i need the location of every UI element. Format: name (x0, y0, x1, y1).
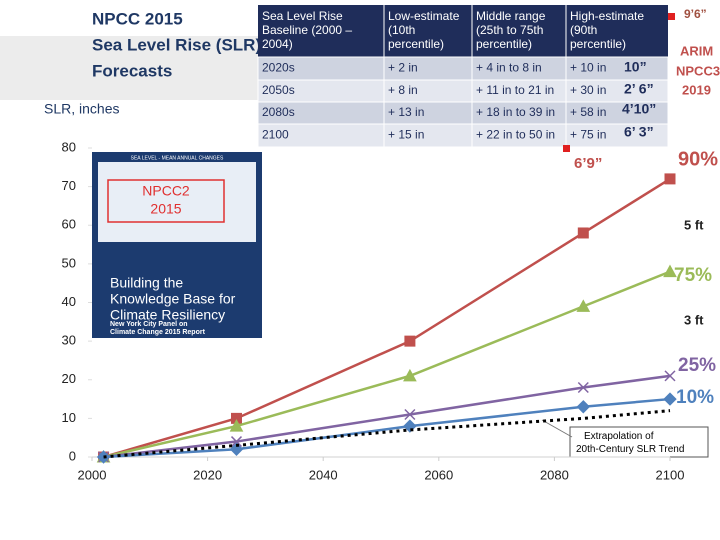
y-axis-label: SLR, inches (44, 101, 119, 117)
x-tick-label: 2100 (656, 467, 685, 482)
table-cell: + 2 in (388, 61, 418, 75)
annotation: 6’ 3” (624, 124, 654, 140)
marker (404, 408, 416, 421)
marker (663, 392, 677, 406)
y-tick-label: 50 (62, 255, 76, 270)
table-cell: + 11 in to 21 in (476, 83, 554, 97)
table-row-bg (257, 123, 669, 148)
x-tick-label: 2080 (540, 467, 569, 482)
marker (576, 400, 591, 414)
table-cell: + 30 in (570, 83, 606, 97)
legend-label: 10% (676, 387, 714, 408)
cover-heading: SEA LEVEL - MEAN ANNUAL CHANGES (131, 155, 224, 161)
y-tick-label: 40 (62, 294, 76, 309)
annotation: 6’9” (574, 155, 602, 172)
cover-map (98, 162, 256, 242)
marker (229, 419, 244, 432)
table-cell: + 58 in (570, 105, 606, 119)
table-row-bg (257, 101, 669, 125)
y-tick-label: 80 (62, 139, 76, 154)
table-cell: + 13 in (388, 105, 424, 119)
chart-title: NPCC 2015 (92, 9, 183, 28)
annotation-marker (563, 145, 570, 152)
table-header-cell: High-estimate (90th percentile) (570, 9, 644, 51)
marker (577, 381, 589, 394)
cover-title: Knowledge Base for (110, 291, 236, 307)
annotation: 9’6” (684, 7, 707, 21)
table-cell: + 4 in to 8 in (476, 61, 542, 75)
table-header-cell: Low-estimate (10th percentile) (388, 9, 460, 51)
annotation: ARIM (680, 43, 713, 58)
marker (230, 436, 243, 448)
table-header-bg (258, 5, 668, 57)
y-tick-label: 70 (62, 178, 76, 193)
table-cell: 2050s (262, 83, 295, 97)
table-cell: 2100 (262, 128, 289, 142)
x-tick-label: 2020 (193, 467, 222, 482)
table-cell: 2080s (262, 105, 295, 119)
table-header-cell: Middle range (25th to 75th percentile) (476, 9, 546, 51)
annotation: 2’ 6” (624, 81, 654, 97)
title-band (0, 36, 260, 100)
table-header-cell: Sea Level Rise Baseline (2000 –2004) (262, 9, 352, 51)
marker (577, 227, 589, 239)
y-tick-label: 20 (62, 371, 76, 386)
marker (576, 299, 591, 312)
legend-label: 25% (678, 355, 716, 376)
table-cell: + 75 in (570, 128, 606, 142)
table-cell: + 15 in (388, 128, 424, 142)
chart-title: Forecasts (92, 61, 172, 80)
chart-title: Sea Level Rise (SLR) (92, 35, 261, 54)
y-tick-label: 30 (62, 333, 76, 348)
table-row-bg (257, 79, 669, 103)
table-cell: + 18 in to 39 in (476, 105, 555, 119)
table-cell: + 8 in (388, 83, 418, 97)
annotation: 10” (624, 59, 647, 75)
legend-label: Extrapolation of 20th-Century SLR Trend (576, 431, 684, 455)
marker (664, 173, 676, 185)
table-cell: 2020s (262, 61, 295, 75)
cover-subtitle: Climate Change 2015 Report (110, 329, 206, 336)
legend-label: 75% (674, 265, 712, 286)
marker (403, 368, 417, 382)
extrapolation-box (569, 426, 709, 458)
marker (404, 335, 416, 347)
cover-badge: NPCC2 (142, 183, 190, 199)
y-tick-label: 10 (62, 410, 76, 425)
cover-badge: 2015 (150, 201, 181, 217)
cover-title: Climate Resiliency (110, 307, 225, 323)
marker (663, 264, 677, 278)
annotation: 4’10” (622, 101, 656, 117)
table-cell: + 22 in to 50 in (476, 128, 555, 142)
cover-subtitle: New York City Panel on (110, 321, 188, 328)
marker (664, 370, 676, 382)
marker (229, 442, 244, 456)
y-tick-label: 0 (69, 448, 76, 463)
table-row-bg (257, 56, 669, 81)
annotation-marker (668, 13, 675, 20)
x-tick-label: 2040 (309, 467, 338, 482)
legend-label: 90% (678, 148, 718, 170)
annotation: 3 ft (684, 312, 704, 327)
annotation: 2019 (682, 82, 711, 97)
x-tick-label: 2060 (424, 467, 453, 482)
cover-badge-box (107, 179, 225, 223)
x-tick-label: 2000 (78, 467, 107, 482)
table-cell: + 10 in (570, 61, 606, 75)
y-tick-label: 60 (62, 217, 76, 232)
annotation: NPCC3 (676, 63, 720, 78)
annotation: 5 ft (684, 217, 704, 232)
callout-line (541, 419, 573, 438)
cover-title: Building the (110, 275, 183, 291)
